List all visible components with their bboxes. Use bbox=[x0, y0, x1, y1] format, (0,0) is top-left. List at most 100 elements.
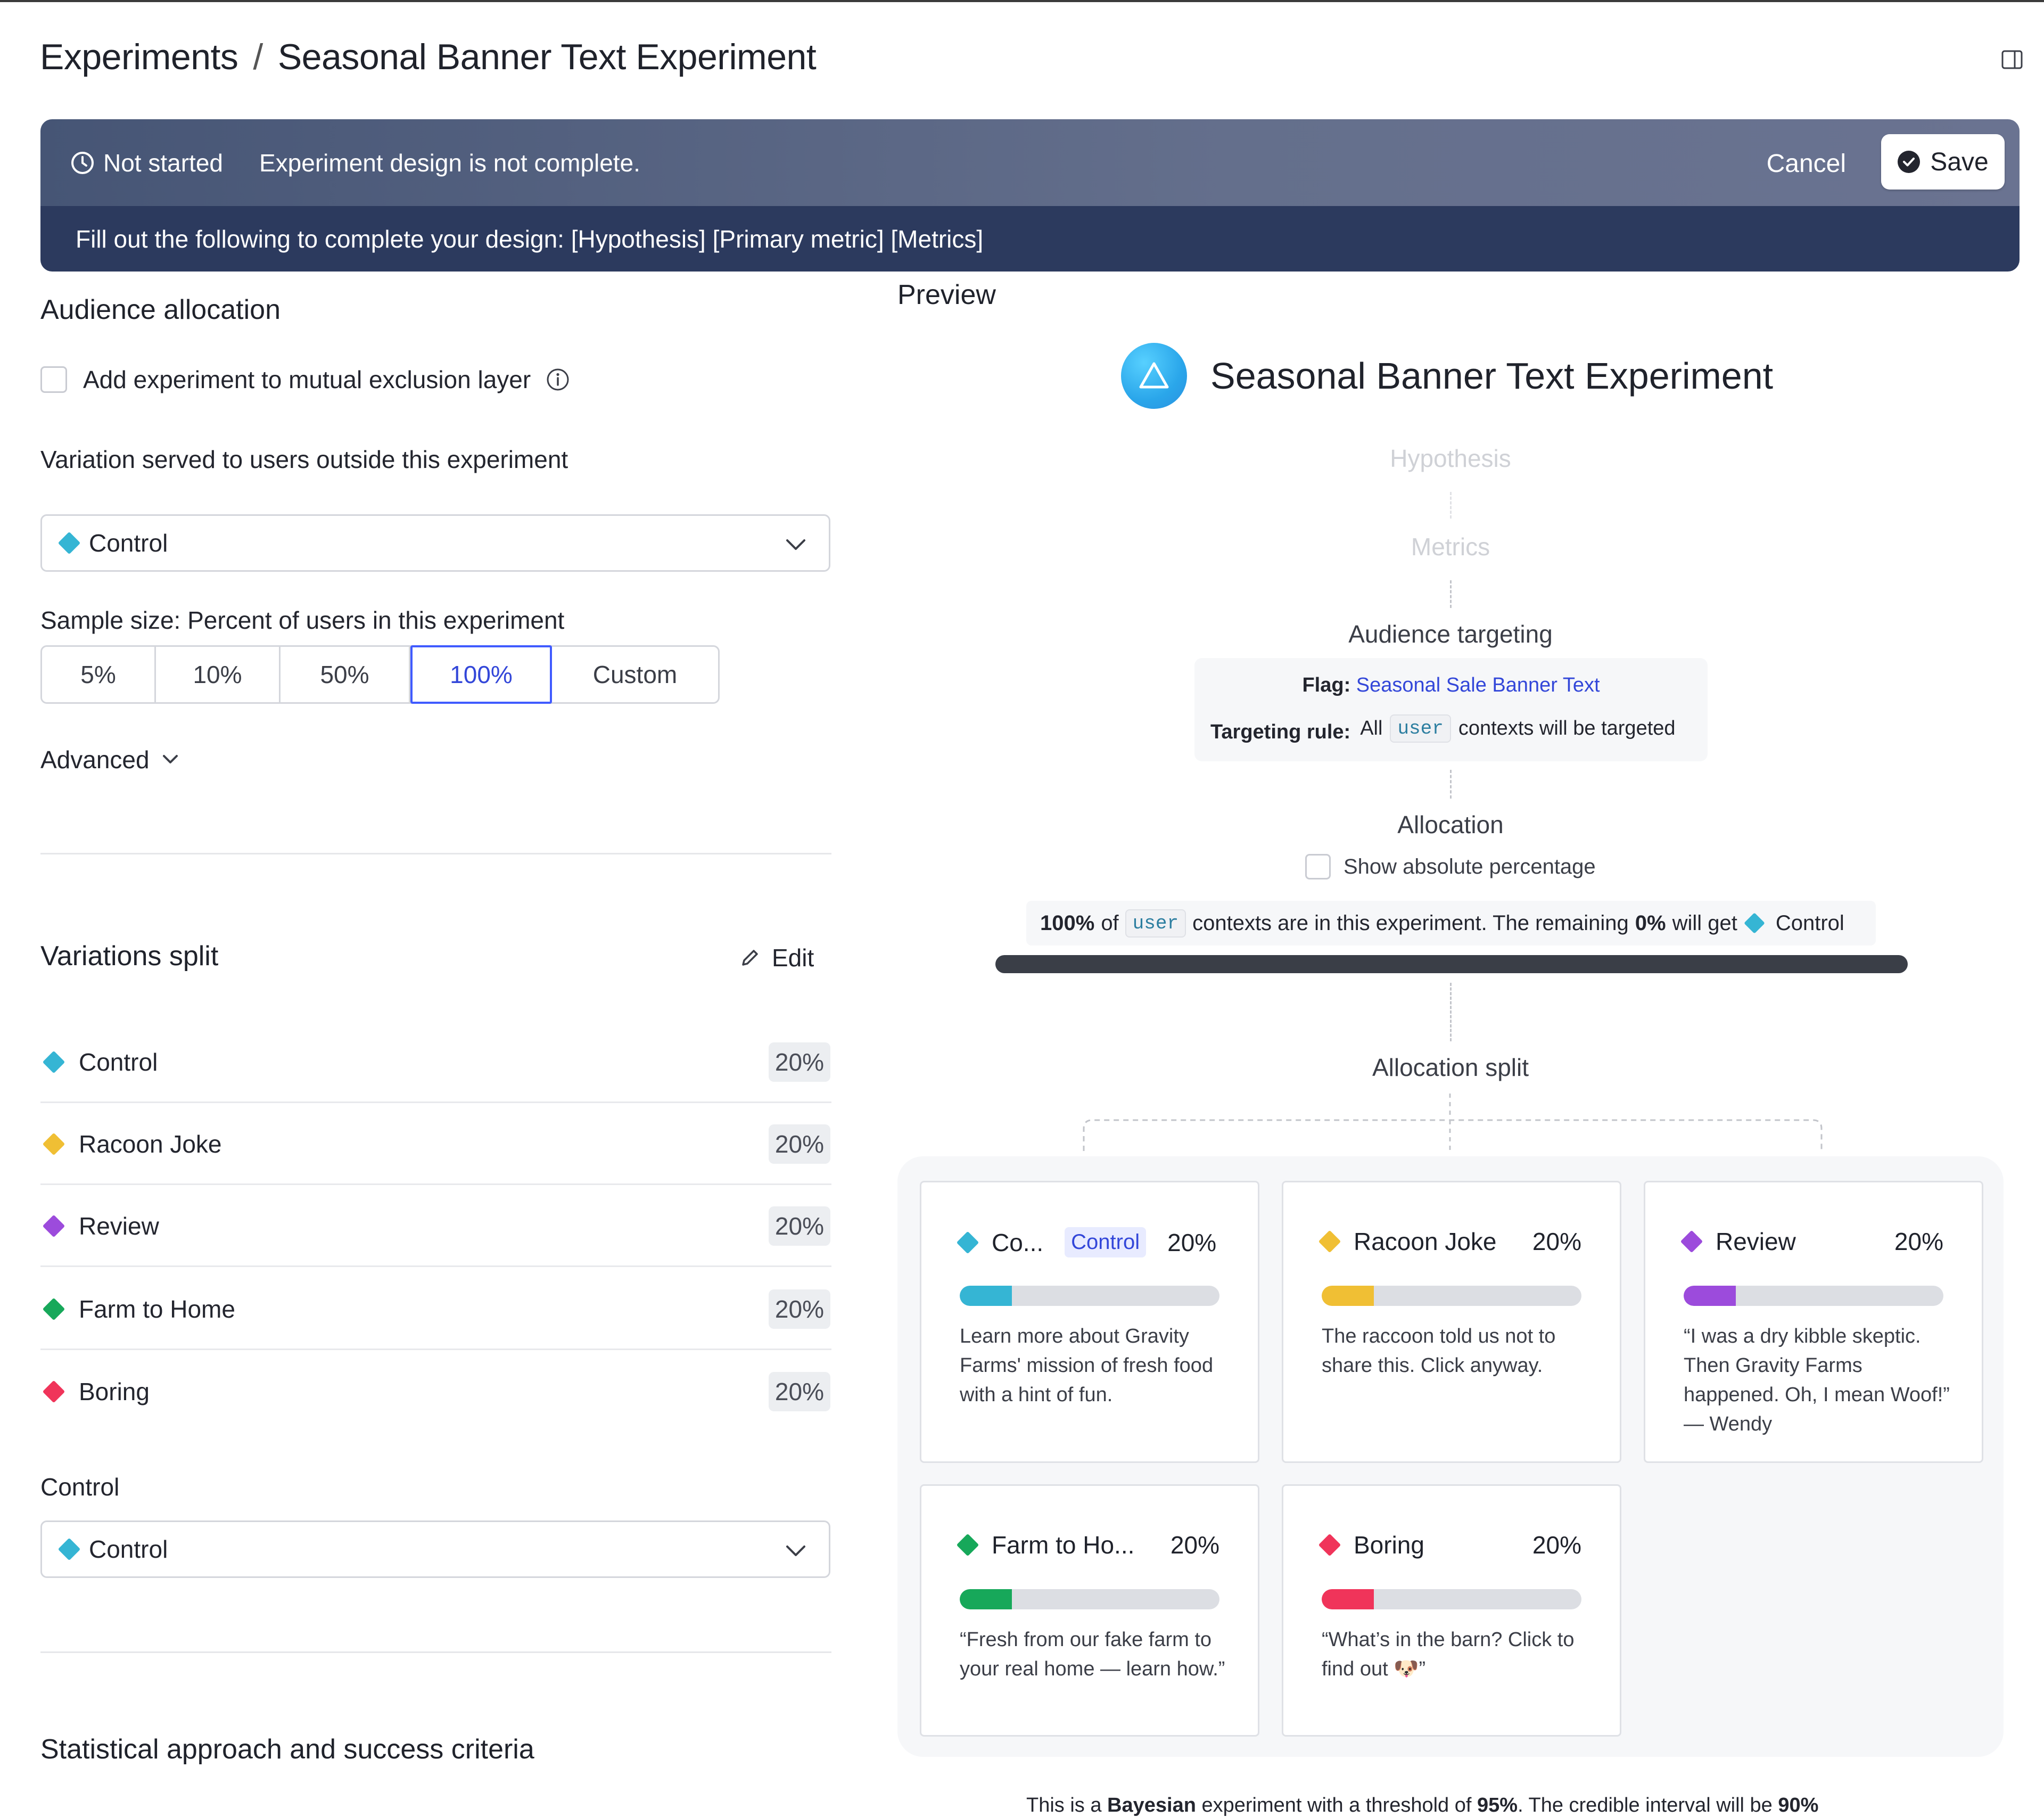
variation-color-icon bbox=[42, 1380, 65, 1403]
clock-icon bbox=[71, 151, 94, 174]
variation-percentage: 20% bbox=[768, 1289, 830, 1329]
sample-size-label: Sample size: Percent of users in this ex… bbox=[40, 606, 565, 634]
variation-card-boring: Boring 20% “What’s in the barn? Click to… bbox=[1282, 1484, 1621, 1737]
fallback-variation: Control bbox=[1775, 911, 1844, 935]
metrics-node: Metrics bbox=[1411, 533, 1490, 561]
experiment-logo-icon bbox=[1121, 343, 1187, 409]
control-badge: Control bbox=[1065, 1227, 1147, 1257]
control-variation-select[interactable]: Control bbox=[40, 1520, 830, 1578]
flag-link[interactable]: Seasonal Sale Banner Text bbox=[1356, 674, 1600, 696]
variation-card-farm-to-home: Farm to Ho... 20% “Fresh from our fake f… bbox=[920, 1484, 1259, 1737]
hypothesis-node: Hypothesis bbox=[1390, 445, 1511, 472]
allocation-of-text: of bbox=[1101, 911, 1119, 935]
audience-targeting-box: Flag: Seasonal Sale Banner Text Targetin… bbox=[1194, 658, 1708, 761]
variation-color-icon bbox=[42, 1214, 65, 1237]
control-diamond-icon bbox=[57, 1538, 81, 1561]
save-label: Save bbox=[1930, 147, 1989, 176]
connector-line bbox=[1450, 492, 1452, 519]
targeting-context-kind: user bbox=[1390, 714, 1451, 743]
outside-variation-select[interactable]: Control bbox=[40, 514, 830, 572]
variation-name: Boring bbox=[79, 1378, 150, 1405]
sample-option-100[interactable]: 100% bbox=[410, 645, 552, 704]
mutex-layer-checkbox[interactable] bbox=[40, 366, 67, 393]
mutex-layer-row: Add experiment to mutual exclusion layer bbox=[40, 365, 570, 394]
variation-card-name: Boring bbox=[1354, 1531, 1424, 1559]
summary-text: . The credible interval will be bbox=[1518, 1794, 1773, 1816]
allocation-summary-text: contexts are in this experiment. The rem… bbox=[1192, 911, 1629, 935]
chevron-down-icon bbox=[786, 1545, 805, 1556]
sample-option-custom[interactable]: Custom bbox=[592, 661, 678, 688]
info-icon[interactable] bbox=[546, 367, 570, 392]
summary-approach: Bayesian bbox=[1107, 1794, 1196, 1816]
summary-threshold: 95% bbox=[1477, 1794, 1518, 1816]
variation-color-icon bbox=[1318, 1533, 1341, 1557]
status-banner: Not started Experiment design is not com… bbox=[40, 119, 2020, 272]
remaining-percentage: 0% bbox=[1635, 911, 1666, 935]
show-absolute-row: Show absolute percentage bbox=[1305, 854, 1596, 879]
page-title: Seasonal Banner Text Experiment bbox=[277, 37, 817, 77]
variation-name: Farm to Home bbox=[79, 1295, 235, 1323]
outside-variation-value: Control bbox=[89, 529, 168, 557]
sample-size-selector: 5% 10% 50% 100% Custom bbox=[40, 645, 720, 704]
check-circle-icon bbox=[1898, 151, 1921, 173]
advanced-toggle[interactable]: Advanced bbox=[40, 745, 179, 774]
variation-color-icon bbox=[1680, 1230, 1703, 1253]
design-message: Experiment design is not complete. bbox=[259, 149, 640, 177]
variation-card-percentage: 20% bbox=[1532, 1531, 1581, 1559]
allocation-split-area: Co... Control 20% Learn more about Gravi… bbox=[897, 1156, 2004, 1757]
variation-percentage: 20% bbox=[768, 1042, 830, 1082]
sample-option-50[interactable]: 50% bbox=[281, 647, 410, 702]
variation-card-review: Review 20% “I was a dry kibble skeptic. … bbox=[1644, 1181, 1983, 1463]
statistical-summary: This is a Bayesian experiment with a thr… bbox=[1026, 1794, 1818, 1817]
audience-targeting-title: Audience targeting bbox=[1348, 620, 1553, 648]
sample-option-5[interactable]: 5% bbox=[42, 647, 156, 702]
variation-name: Review bbox=[79, 1212, 159, 1240]
status-indicator: Not started bbox=[70, 149, 223, 177]
preview-heading: Preview bbox=[897, 279, 996, 310]
variation-progress-bar bbox=[1684, 1286, 1943, 1306]
cancel-button[interactable]: Cancel bbox=[1766, 150, 1846, 178]
variation-progress-bar bbox=[960, 1589, 1219, 1609]
variation-card-description: “What’s in the barn? Click to find out 🐶… bbox=[1322, 1629, 1575, 1680]
split-tree-connector bbox=[1083, 1094, 1823, 1151]
save-button[interactable]: Save bbox=[1881, 134, 2005, 190]
variation-card-name: Co... bbox=[992, 1228, 1044, 1256]
variation-card-name: Review bbox=[1716, 1228, 1796, 1255]
status-text: Not started bbox=[103, 149, 223, 177]
allocation-context-kind: user bbox=[1125, 909, 1186, 938]
variation-color-icon bbox=[956, 1231, 979, 1254]
summary-text: This is a bbox=[1026, 1794, 1102, 1816]
preview-experiment-name: Seasonal Banner Text Experiment bbox=[1210, 355, 1774, 397]
targeting-rule-label: Targeting rule: bbox=[1210, 721, 1351, 743]
audience-allocation-heading: Audience allocation bbox=[40, 294, 281, 325]
edit-split-button[interactable]: Edit bbox=[739, 943, 814, 972]
connector-line bbox=[1450, 770, 1452, 799]
show-absolute-checkbox[interactable] bbox=[1305, 854, 1331, 879]
variation-card-control: Co... Control 20% Learn more about Gravi… bbox=[920, 1181, 1259, 1463]
window-top-border bbox=[0, 0, 2044, 2]
variation-card-racoon-joke: Racoon Joke 20% The raccoon told us not … bbox=[1282, 1181, 1621, 1463]
breadcrumb-root[interactable]: Experiments bbox=[40, 37, 238, 77]
variation-card-description: The raccoon told us not to share this. C… bbox=[1322, 1325, 1556, 1377]
variation-card-percentage: 20% bbox=[1170, 1531, 1219, 1559]
allocation-title: Allocation bbox=[1397, 811, 1504, 838]
allocation-percentage: 100% bbox=[1040, 911, 1095, 935]
allocation-will-get-text: will get bbox=[1672, 911, 1737, 935]
targeting-rule-prefix: All bbox=[1360, 717, 1383, 739]
flag-label: Flag: bbox=[1302, 674, 1351, 696]
variation-row-farm-to-home: Farm to Home 20% bbox=[40, 1269, 831, 1350]
variation-progress-bar bbox=[1322, 1589, 1581, 1609]
variation-color-icon bbox=[1318, 1230, 1341, 1253]
variation-name: Control bbox=[79, 1048, 158, 1076]
variation-progress-bar bbox=[960, 1286, 1219, 1306]
sidebar-toggle-icon[interactable] bbox=[2001, 49, 2023, 70]
sample-option-10[interactable]: 10% bbox=[156, 647, 281, 702]
control-diamond-icon bbox=[1744, 912, 1765, 934]
control-variation-value: Control bbox=[89, 1535, 168, 1563]
outside-variation-label: Variation served to users outside this e… bbox=[40, 446, 568, 473]
preview-title: Seasonal Banner Text Experiment bbox=[1121, 343, 1773, 409]
variation-row-racoon-joke: Racoon Joke 20% bbox=[40, 1104, 831, 1185]
show-absolute-label: Show absolute percentage bbox=[1344, 854, 1596, 878]
variation-card-percentage: 20% bbox=[1532, 1228, 1581, 1255]
variation-card-name: Farm to Ho... bbox=[992, 1531, 1135, 1559]
